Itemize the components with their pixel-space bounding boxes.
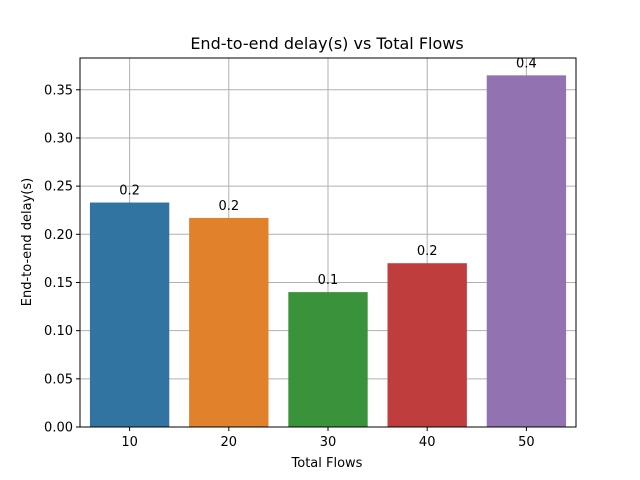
y-tick-label: 0.35 bbox=[44, 83, 73, 98]
bar-10 bbox=[89, 202, 170, 427]
x-tick-label: 40 bbox=[419, 435, 436, 450]
y-tick-label: 0.10 bbox=[44, 324, 73, 339]
y-tick-label: 0.05 bbox=[44, 372, 73, 387]
y-tick-label: 0.20 bbox=[44, 228, 73, 243]
y-axis-label: End-to-end delay(s) bbox=[20, 178, 35, 306]
y-tick-label: 0.00 bbox=[44, 421, 73, 436]
bar-value-label: 0.2 bbox=[218, 199, 239, 214]
bars bbox=[89, 75, 567, 427]
bar-value-label: 0.1 bbox=[318, 273, 339, 288]
axes: 0.00 0.05 0.10 0.15 0.20 0.25 0.30 0.35 10 20 30 40… bbox=[44, 57, 577, 450]
x-tick-label: 20 bbox=[221, 435, 238, 450]
bar-20 bbox=[189, 217, 269, 427]
bar-value-label: 0.2 bbox=[417, 244, 438, 259]
x-tick-label: 10 bbox=[121, 435, 138, 450]
plot-frame bbox=[79, 57, 577, 428]
data-labels: 0.2 0.2 0.1 0.2 0.4 bbox=[119, 56, 536, 288]
bar-50 bbox=[486, 75, 567, 427]
x-axis-label: Total Flows bbox=[291, 456, 363, 471]
bar-40 bbox=[387, 263, 467, 427]
y-tick-label: 0.25 bbox=[44, 180, 73, 195]
y-tick-label: 0.15 bbox=[44, 276, 73, 291]
bar-value-label: 0.4 bbox=[516, 56, 537, 71]
x-tick-label: 50 bbox=[518, 435, 535, 450]
x-tick-label: 30 bbox=[320, 435, 337, 450]
bar-value-label: 0.2 bbox=[119, 184, 140, 199]
y-tick-label: 0.30 bbox=[44, 131, 73, 146]
bar-30 bbox=[288, 292, 368, 427]
chart-title: End-to-end delay(s) vs Total Flows bbox=[190, 34, 463, 53]
